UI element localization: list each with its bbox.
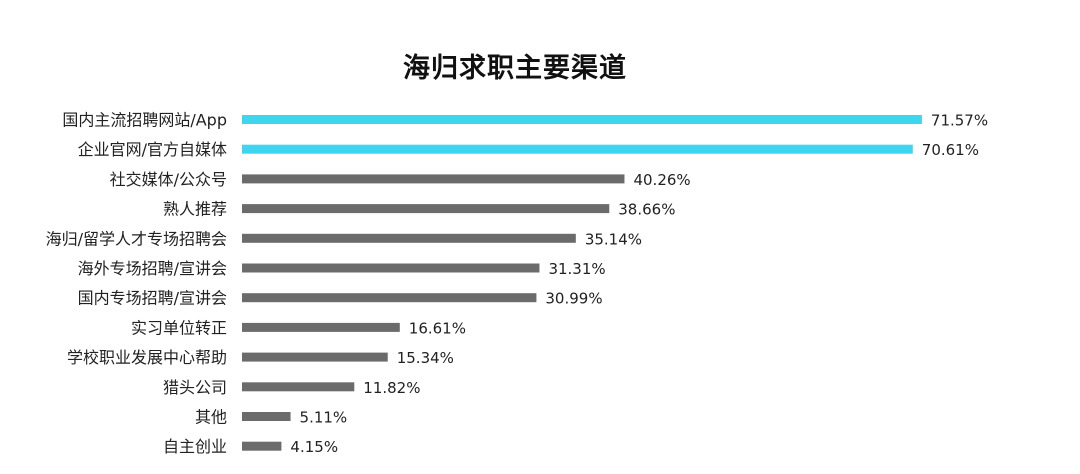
- data-label: 40.26%: [633, 171, 690, 189]
- data-label: 4.15%: [290, 438, 338, 456]
- data-label: 38.66%: [618, 201, 675, 219]
- bar: [242, 115, 922, 124]
- category-label: 熟人推荐: [163, 200, 227, 219]
- category-label: 自主创业: [163, 437, 227, 456]
- category-label: 企业官网/官方自媒体: [78, 140, 227, 159]
- category-label: 海归/留学人才专场招聘会: [46, 229, 227, 248]
- data-label: 35.14%: [585, 230, 642, 248]
- data-label: 16.61%: [409, 319, 466, 337]
- bar: [242, 174, 625, 184]
- category-label: 海外专场招聘/宣讲会: [78, 259, 227, 278]
- bar: [242, 293, 537, 303]
- category-label: 国内专场招聘/宣讲会: [78, 289, 227, 308]
- bar: [242, 233, 576, 243]
- data-label: 70.61%: [922, 141, 979, 159]
- bar: [242, 412, 291, 421]
- category-label: 国内主流招聘网站/App: [62, 111, 227, 130]
- category-label: 实习单位转正: [131, 318, 227, 337]
- data-label: 30.99%: [545, 290, 602, 308]
- bar: [242, 263, 540, 273]
- chart-title: 海归求职主要渠道: [403, 53, 627, 84]
- data-label: 71.57%: [931, 112, 988, 130]
- bar: [242, 322, 400, 332]
- category-label: 学校职业发展中心帮助: [67, 348, 227, 367]
- category-label: 猎头公司: [163, 378, 227, 397]
- data-label: 11.82%: [363, 379, 420, 397]
- bar: [242, 441, 282, 451]
- category-label: 其他: [195, 408, 227, 427]
- data-label: 15.34%: [397, 349, 454, 367]
- bar: [242, 144, 913, 154]
- bar: [242, 204, 610, 214]
- bar: [242, 352, 388, 362]
- data-label: 5.11%: [300, 409, 348, 427]
- category-label: 社交媒体/公众号: [110, 170, 227, 189]
- data-label: 31.31%: [548, 260, 605, 278]
- bar: [242, 382, 355, 392]
